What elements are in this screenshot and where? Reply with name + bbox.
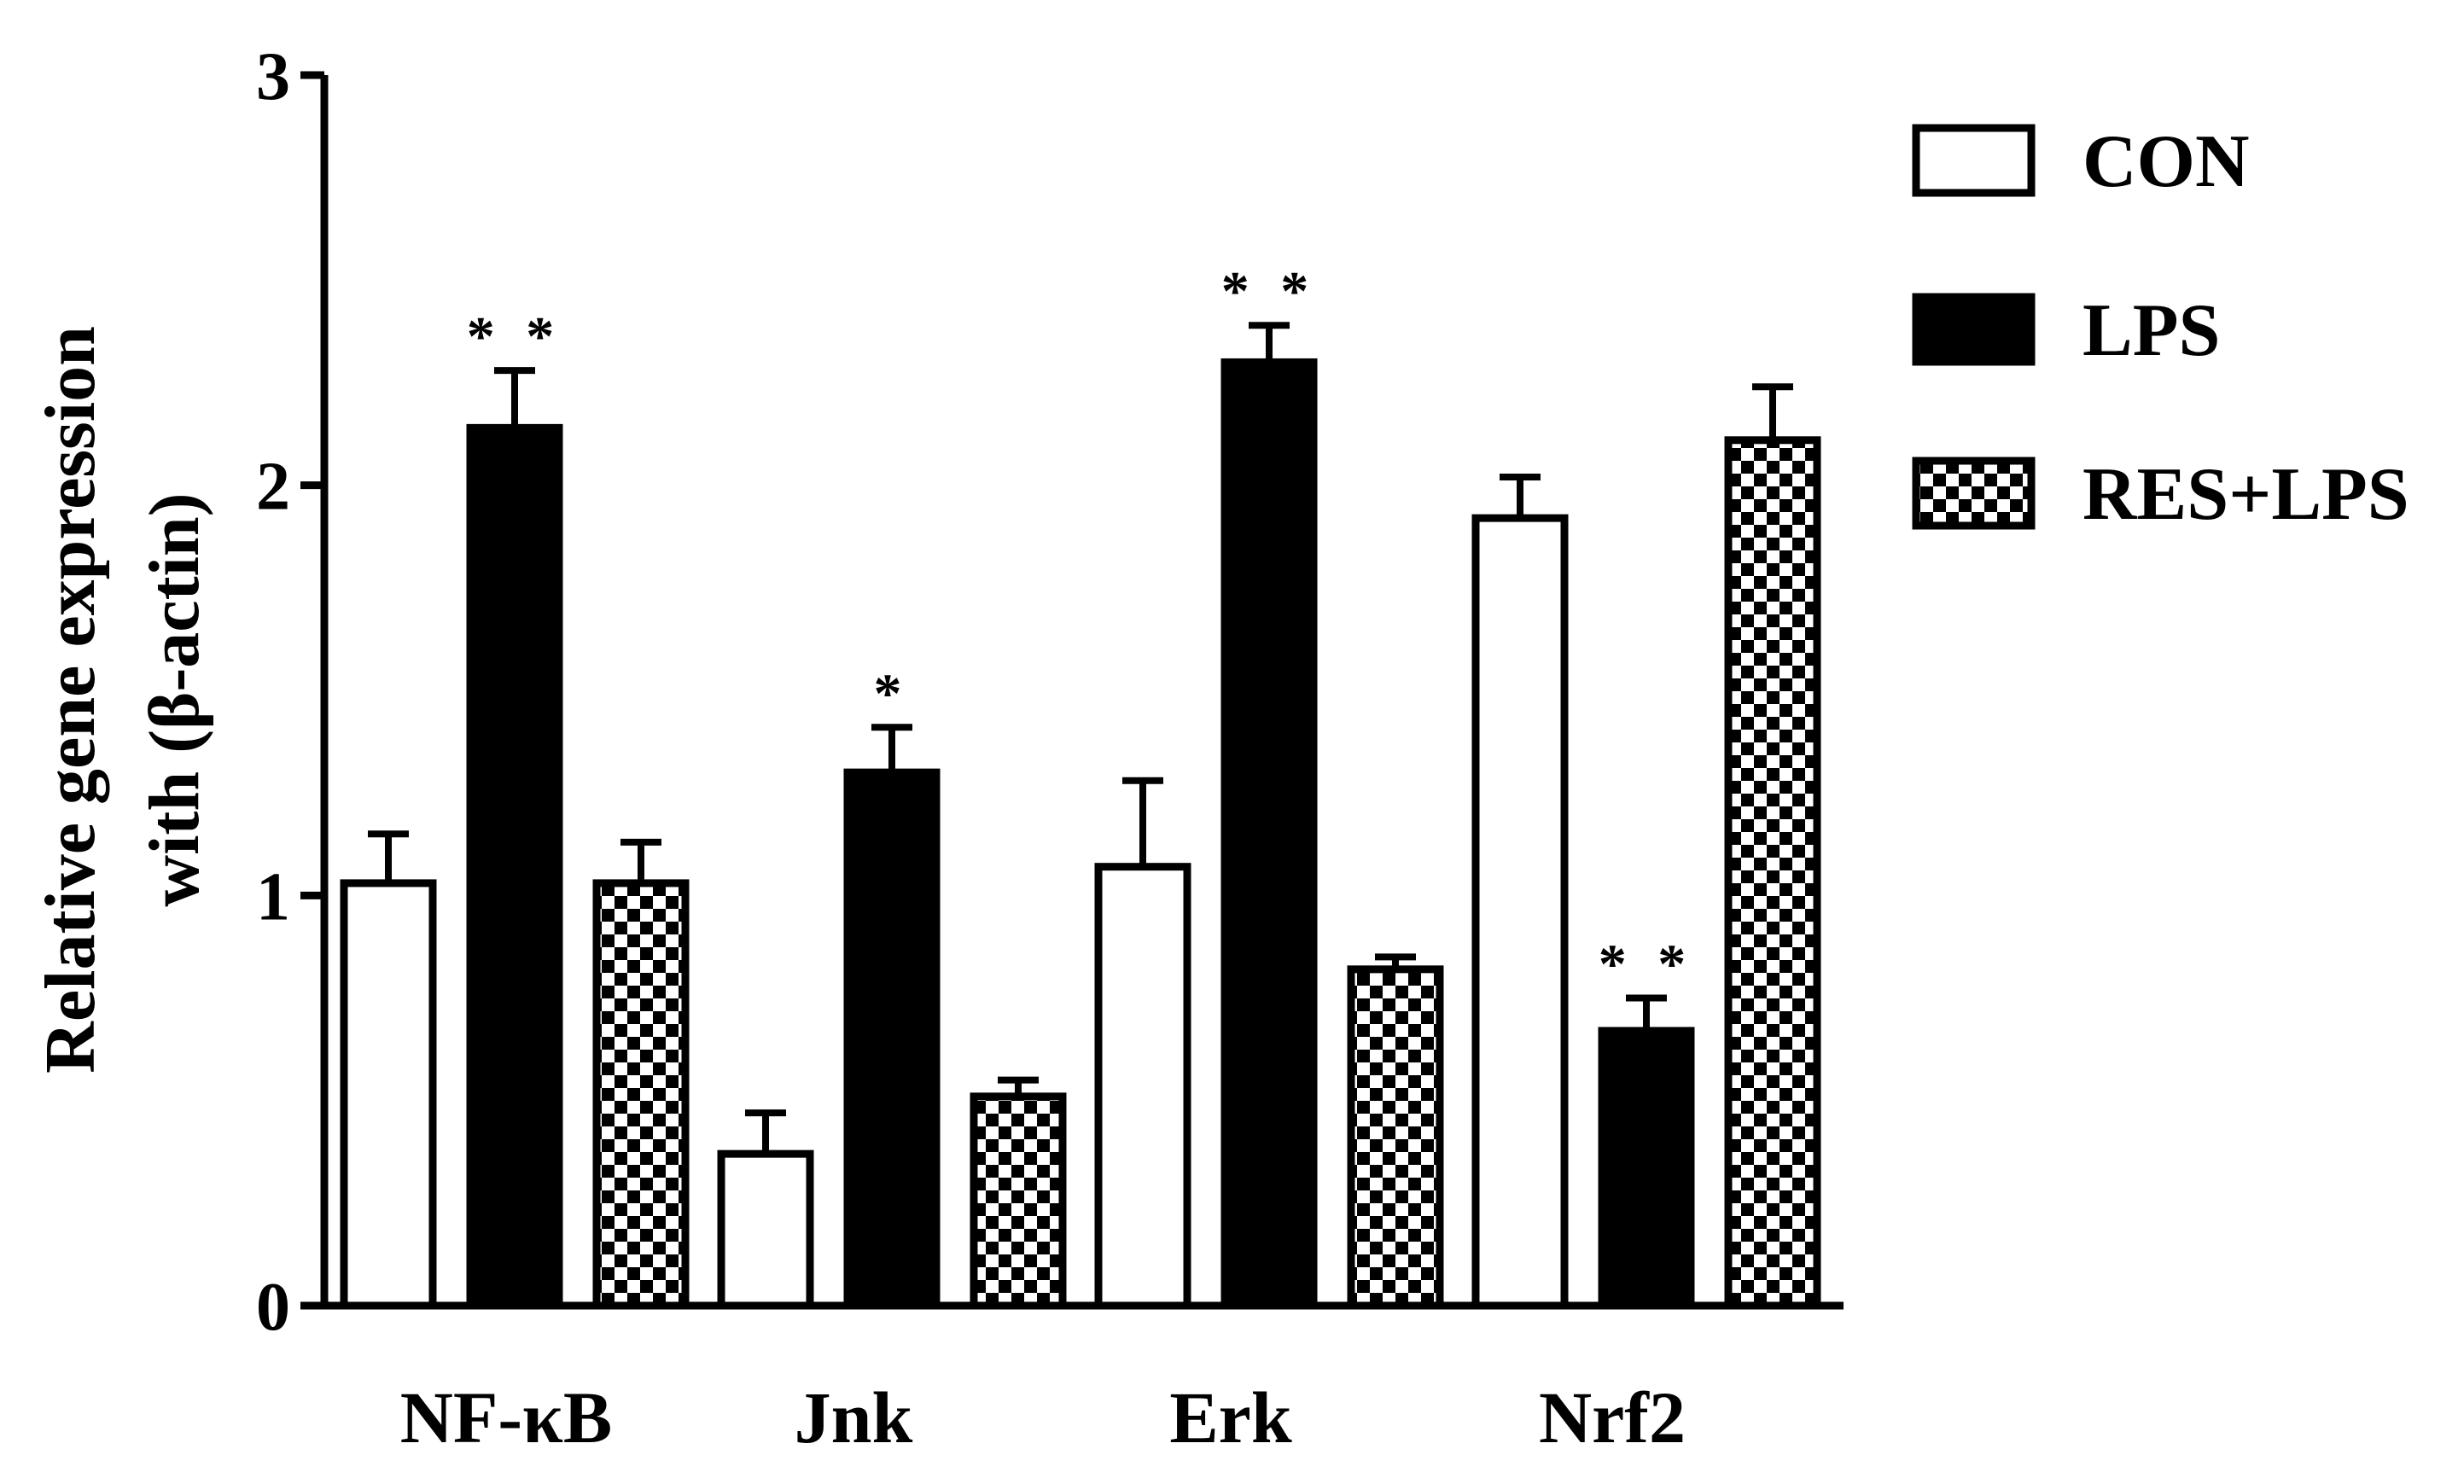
bar — [340, 879, 437, 1310]
bar — [1220, 358, 1318, 1310]
bar — [843, 768, 941, 1310]
significance-label: * * — [1221, 260, 1318, 323]
bar — [592, 879, 690, 1310]
significance-label: * — [874, 662, 911, 725]
y-tick-label: 3 — [256, 39, 290, 114]
bar — [466, 423, 563, 1310]
x-axis: NF-κB Jnk Erk Nrf2 — [321, 1301, 1844, 1458]
legend-label: RES+LPS — [2082, 453, 2409, 536]
x-category-label: Jnk — [795, 1376, 913, 1458]
significance-label: * * — [1599, 934, 1695, 996]
bar — [1471, 514, 1569, 1310]
legend-swatch — [1912, 124, 2036, 197]
bar — [1598, 1027, 1695, 1310]
legend: CON LPS RES+LPS — [1912, 120, 2409, 536]
bar — [1094, 863, 1191, 1310]
x-category-label: NF-κB — [400, 1376, 612, 1458]
y-tick-label: 2 — [256, 450, 290, 525]
y-tick-label: 1 — [256, 859, 290, 934]
legend-swatch — [1912, 457, 2036, 530]
y-axis-title: Relative gene expression with (β-actin) — [31, 326, 214, 1074]
x-category-label: Erk — [1169, 1376, 1292, 1458]
significance-label: * * — [467, 306, 563, 368]
bar — [1724, 436, 1821, 1310]
legend-label: CON — [2082, 120, 2250, 203]
x-category-label: Nrf2 — [1539, 1376, 1686, 1458]
y-axis-title-line2: with (β-actin) — [135, 492, 214, 906]
bar — [970, 1092, 1067, 1310]
bar — [717, 1149, 814, 1310]
bar — [1347, 965, 1444, 1310]
legend-label: LPS — [2082, 289, 2220, 372]
y-axis: 0 1 2 3 — [256, 39, 329, 1345]
y-tick-label: 0 — [256, 1270, 290, 1345]
bars-layer: * * * * * * * — [340, 260, 1821, 1310]
legend-swatch — [1912, 293, 2036, 366]
y-axis-title-line1: Relative gene expression — [31, 326, 110, 1074]
